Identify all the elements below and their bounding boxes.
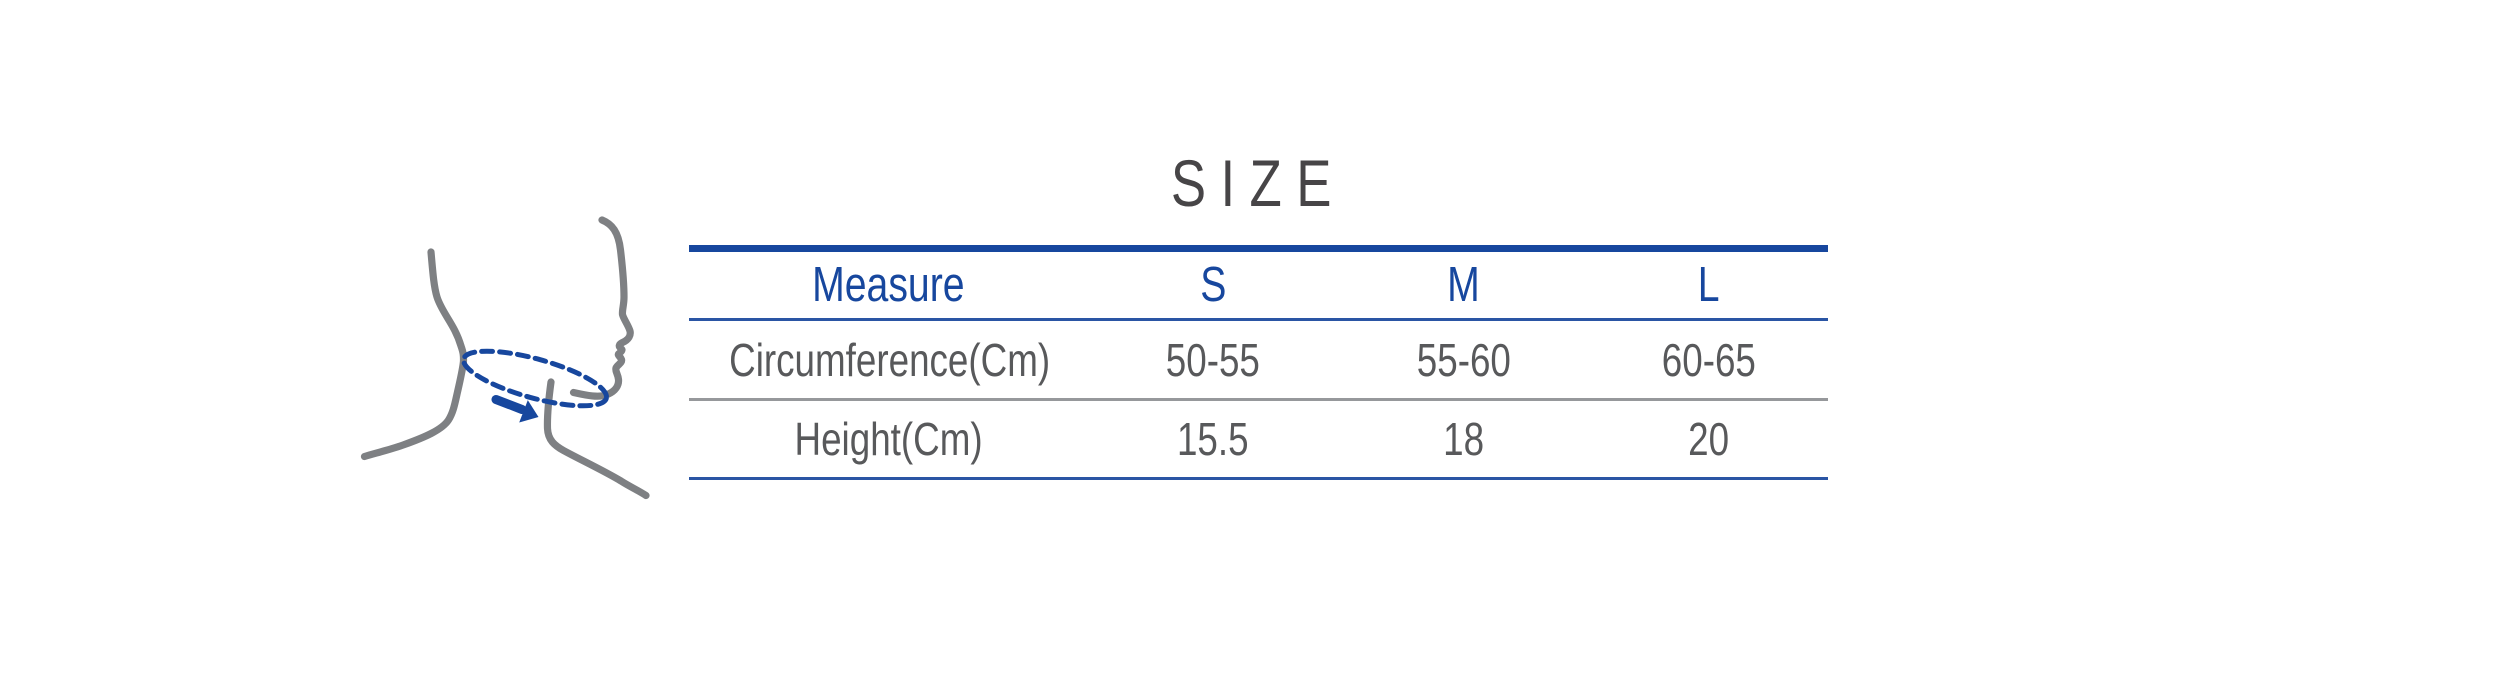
column-header-measure: Measure — [812, 258, 965, 312]
cell-circumference-l: 60-65 — [1661, 333, 1756, 386]
column-header-size-s: S — [1199, 258, 1226, 312]
cell-circumference-m: 55-60 — [1416, 333, 1511, 386]
cell-height-l: 20 — [1687, 413, 1729, 465]
size-table: Measure S M L Circumference(Cm) 50-55 55… — [689, 245, 1828, 480]
size-chart-title-text: SIZE — [1171, 146, 1346, 220]
cell-height-m: 18 — [1443, 413, 1484, 465]
row-label-height: Height(Cm) — [794, 413, 983, 465]
head-profile-outline — [569, 216, 634, 400]
column-header-size-l: L — [1697, 258, 1720, 312]
front-neck-chest-outline — [543, 378, 650, 500]
table-row-circumference: Circumference(Cm) 50-55 55-60 60-65 — [689, 320, 1828, 400]
column-header-size-m: M — [1447, 258, 1480, 312]
cell-circumference-s: 50-55 — [1165, 333, 1260, 386]
row-label-circumference: Circumference(Cm) — [729, 333, 1051, 386]
measure-direction-arrow-icon — [491, 395, 539, 423]
size-chart-title: SIZE — [689, 150, 1828, 216]
arrow-head — [519, 400, 539, 423]
size-table-header-row: Measure S M L — [689, 248, 1828, 320]
neck-measurement-diagram — [360, 216, 650, 500]
cell-height-s: 15.5 — [1177, 413, 1249, 465]
table-row-height: Height(Cm) 15.5 18 20 — [689, 400, 1828, 479]
circumference-dashed-ellipse — [461, 348, 609, 409]
back-neck-shoulder-outline — [360, 248, 468, 461]
arrow-shaft — [491, 395, 527, 414]
